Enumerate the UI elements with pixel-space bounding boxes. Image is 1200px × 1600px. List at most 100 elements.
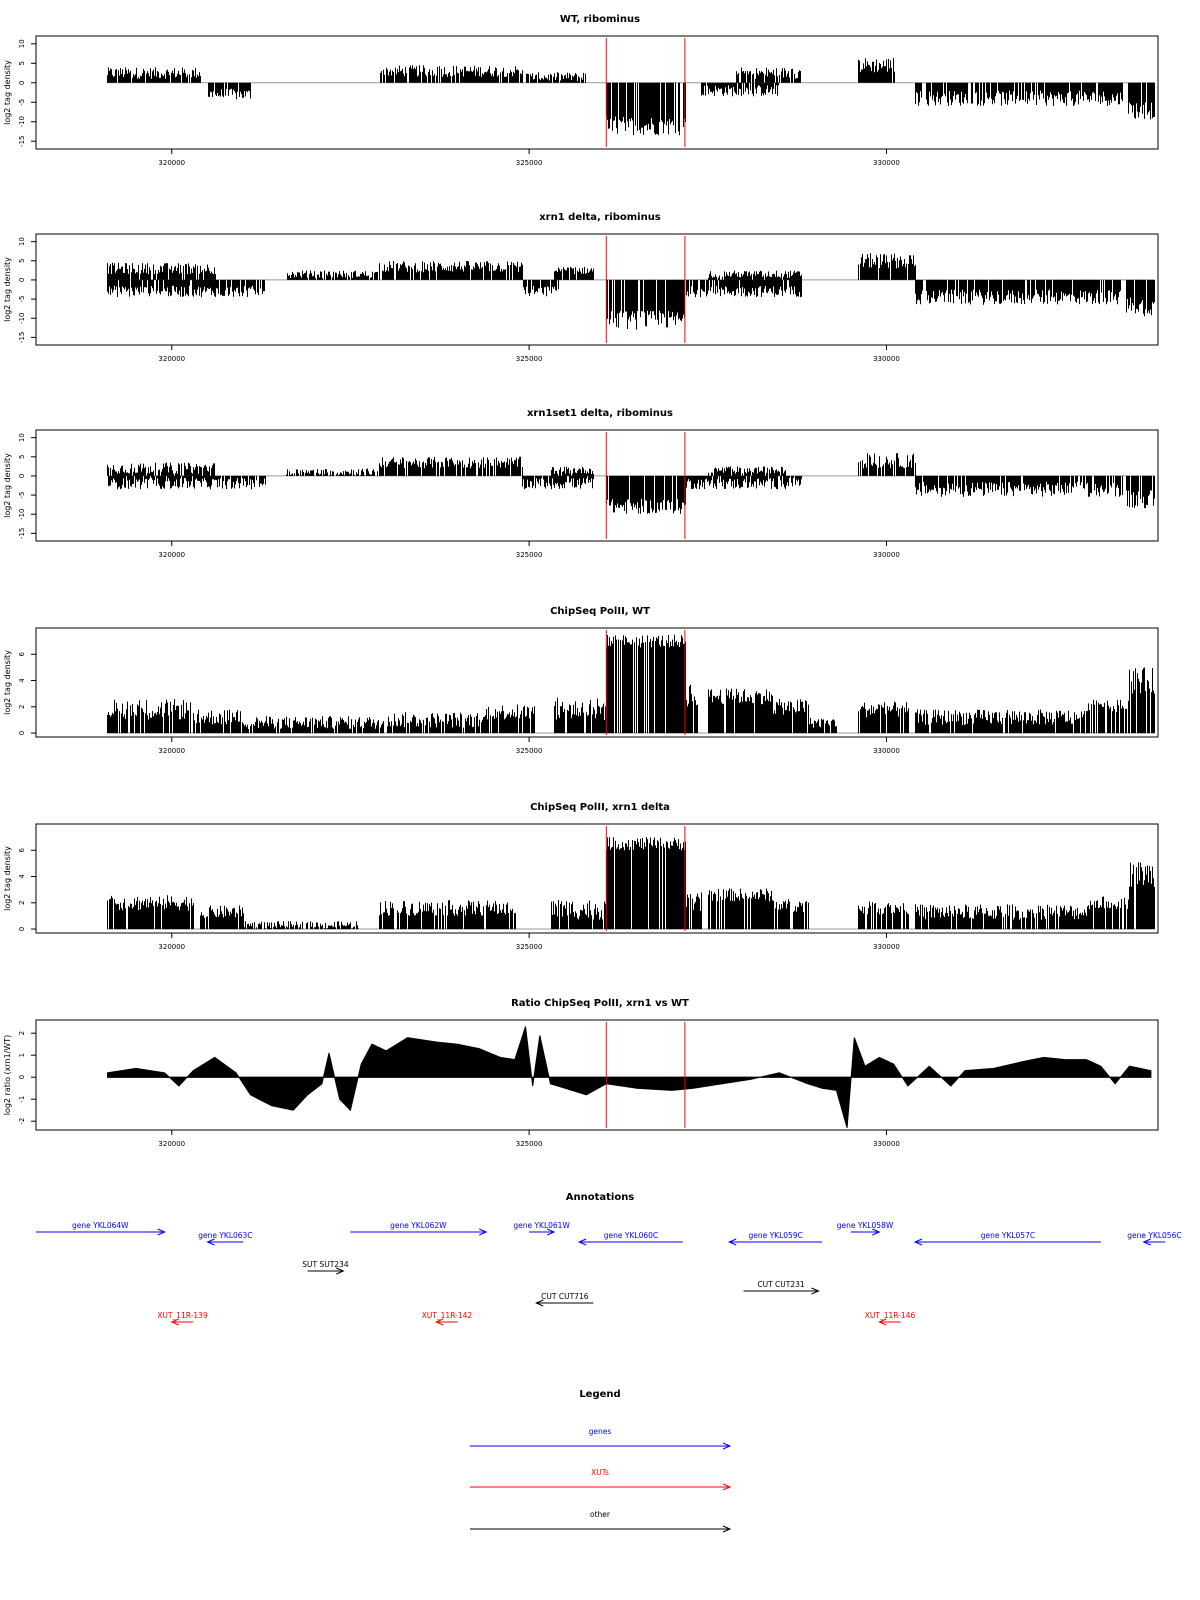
legend-label: other [590,1510,611,1519]
annotation-gene-7: gene YKL058W [837,1221,894,1236]
density-marks [107,58,1155,136]
density-bars [685,892,702,930]
density-bars [387,712,487,734]
annotation-xut-14: XUT_11R-142 [422,1311,472,1326]
plot-frame [35,35,1159,150]
x-tick-label: 320000 [158,943,185,951]
annotation-label: gene YKL061W [513,1221,570,1230]
y-tick-label: 0 [18,278,26,282]
density-segment-5 [551,900,607,930]
arrow-head [878,1318,887,1326]
density-segment-4 [387,712,487,734]
annotation-label: gene YKL057C [981,1231,1035,1240]
density-segment-4 [379,900,516,930]
y-tick-label: -5 [18,492,26,499]
density-segment-6 [554,266,594,280]
density-segment-7 [606,634,686,734]
arrow-head [534,1299,544,1307]
density-bars [107,67,201,83]
density-bars [708,270,802,280]
arrow-head [577,1238,587,1246]
density-segment-7 [606,279,685,330]
y-tick-label: 5 [18,61,26,65]
annotation-gene-5: gene YKL060C [577,1231,683,1246]
density-bars [858,701,909,734]
x-tick-label: 320000 [158,355,185,363]
density-segment-12 [1126,475,1155,509]
density-segment-8 [686,475,802,490]
density-bars [708,688,773,734]
panel-5: ChipSeq PolII, xrn1 delta log2 tag densit… [3,802,1159,951]
density-bars [736,67,801,83]
x-tick-label: 330000 [873,159,900,167]
density-segment-8 [686,279,802,298]
density-segment-3 [243,921,359,930]
y-tick-label: 10 [18,39,26,48]
density-marks [107,634,1155,734]
annotation-xut-15: XUT_11R-146 [865,1311,916,1326]
x-tick-label: 320000 [158,747,185,755]
density-marks [107,453,1155,514]
legend-entry-XUTs: XUTs [470,1468,732,1491]
legend-arrow-head [722,1525,732,1533]
density-segment-9 [708,688,773,734]
density-bars [1128,82,1155,120]
x-tick-label: 320000 [158,1140,185,1148]
density-bars [1126,475,1155,509]
y-tick-label: -1 [18,1096,26,1103]
density-bars [1087,698,1130,734]
density-segment-5 [486,704,535,734]
density-segment-11 [808,717,837,734]
density-bars [208,82,251,100]
annotation-label: gene YKL060C [604,1231,658,1240]
density-segment-4 [379,456,523,476]
x-tick-label: 330000 [873,1140,900,1148]
y-tick-label: 6 [18,651,26,656]
density-bars [107,699,191,734]
density-segment-7 [685,892,702,930]
annotation-label: gene YKL063C [198,1231,252,1240]
arrow-head [913,1238,923,1246]
y-tick-label: -5 [18,99,26,106]
density-segment-4 [526,72,586,83]
density-segment-1 [107,699,191,734]
density-bars [685,684,698,734]
density-segment-9 [915,82,1123,106]
density-segment-8 [708,888,773,930]
annotation-label: XUT_11R-146 [865,1311,916,1320]
x-tick-label: 320000 [158,551,185,559]
density-segment-8 [858,58,895,83]
x-tick-label: 330000 [873,943,900,951]
annotation-gene-8: gene YKL057C [913,1231,1101,1246]
density-segment-10 [858,253,916,280]
density-bars [606,279,685,330]
arrow-head [206,1238,215,1246]
arrow-head [336,1267,345,1275]
density-bars [526,72,586,83]
y-tick-label: -10 [18,508,26,519]
x-tick-label: 325000 [516,747,543,755]
annotations-title: Annotations [566,1192,635,1203]
density-segment-1 [107,895,194,930]
y-tick-label: -15 [18,135,26,146]
density-segment-11 [915,279,1121,305]
x-tick-label: 325000 [516,943,543,951]
density-segment-12 [1087,896,1130,930]
density-bars [554,697,607,734]
annotation-gene-4: gene YKL061W [513,1221,570,1236]
density-segment-10 [858,901,909,930]
density-segment-12 [858,701,909,734]
density-segment-10 [773,698,809,734]
density-bars [915,279,1121,305]
plot-frame [35,823,1159,934]
density-bars [708,888,773,930]
density-segment-11 [915,904,1088,930]
annotation-label: gene YKL059C [748,1231,802,1240]
annotation-label: gene YKL064W [72,1221,129,1230]
density-segment-6 [551,466,594,476]
density-bars [1129,862,1155,930]
density-segment-3 [243,716,384,734]
arrow-head [811,1287,820,1295]
density-bars [686,475,802,490]
